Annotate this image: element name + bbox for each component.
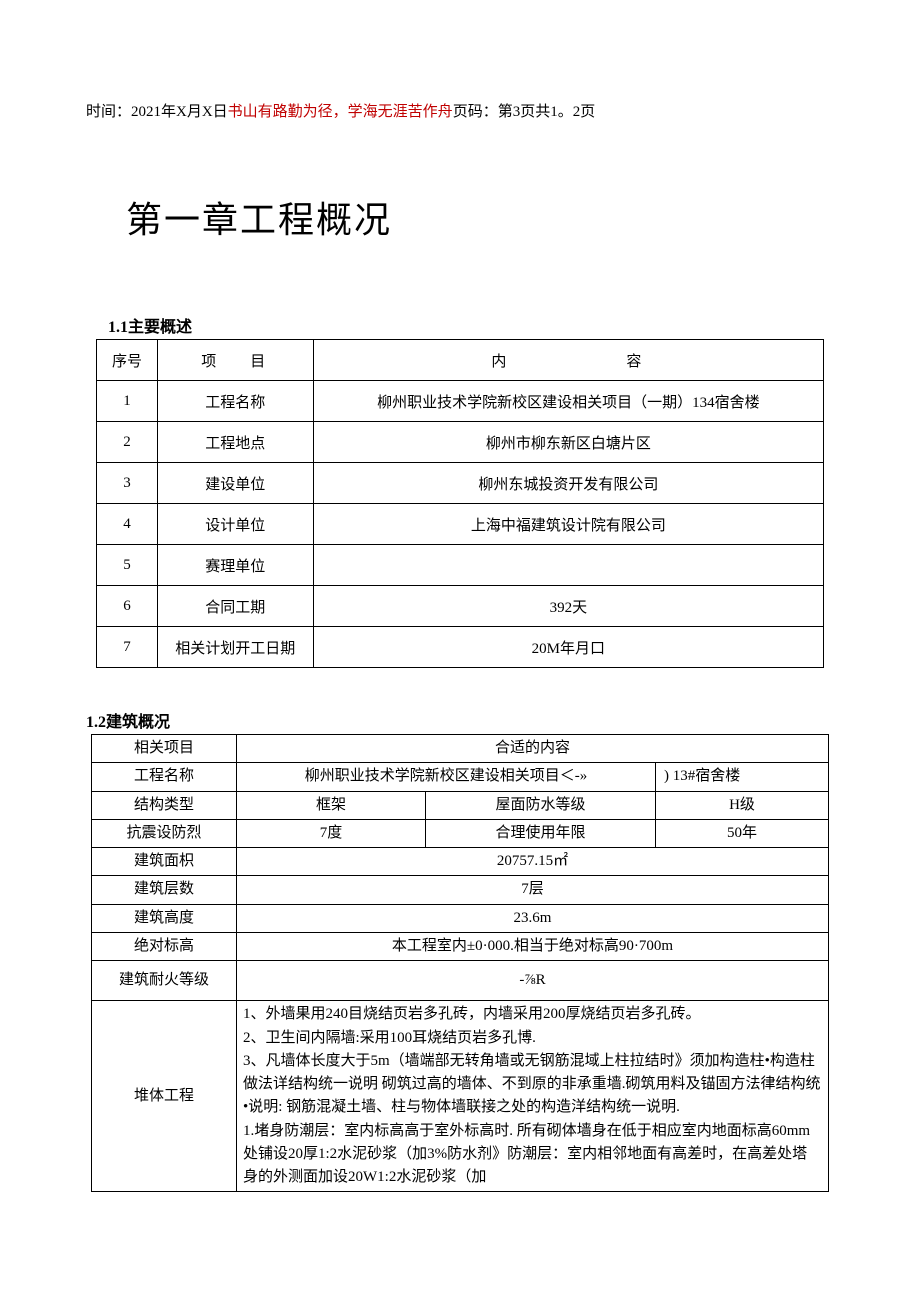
cell-seq: 2 xyxy=(97,422,158,463)
th-item: 项目 xyxy=(157,340,313,381)
cell-seq: 4 xyxy=(97,504,158,545)
table-row: 7 相关计划开工日期 20M年月口 xyxy=(97,627,824,668)
cell-key: 堆体工程 xyxy=(92,1001,237,1192)
table-row: 结构类型 框架 屋面防水等级 H级 xyxy=(92,791,829,819)
table-row: 5 赛理单位 xyxy=(97,545,824,586)
cell-seq: 5 xyxy=(97,545,158,586)
header-prefix: 时间：2021年X月X日 xyxy=(86,104,228,120)
cell-content: 上海中福建筑设计院有限公司 xyxy=(313,504,823,545)
cell-item: 赛理单位 xyxy=(157,545,313,586)
cell-seq: 1 xyxy=(97,381,158,422)
cell-key: 合理使用年限 xyxy=(426,819,656,847)
cell-key: 抗震设防烈 xyxy=(92,819,237,847)
th-seq: 序号 xyxy=(97,340,158,381)
table-row: 2 工程地点 柳州市柳东新区白塘片区 xyxy=(97,422,824,463)
th-content: 内容 xyxy=(313,340,823,381)
cell-content: 柳州东城投资开发有限公司 xyxy=(313,463,823,504)
cell-val: 本工程室内±0·000.相当于绝对标高90·700m xyxy=(237,932,829,960)
table-row: 相关项目 合适的内容 xyxy=(92,735,829,763)
cell-key: 建筑高度 xyxy=(92,904,237,932)
header-quote: 书山有路勤为径，学海无涯苦作舟 xyxy=(228,104,453,120)
table-row: 工程名称 柳州职业技术学院新校区建设相关项目＜-» ) 13#宿舍楼 xyxy=(92,763,829,791)
cell-item: 建设单位 xyxy=(157,463,313,504)
cell-val: 20757.15㎡ xyxy=(237,848,829,876)
cell-seq: 3 xyxy=(97,463,158,504)
cell-key: 结构类型 xyxy=(92,791,237,819)
table-row: 4 设计单位 上海中福建筑设计院有限公司 xyxy=(97,504,824,545)
table-row: 3 建设单位 柳州东城投资开发有限公司 xyxy=(97,463,824,504)
table-row: 堆体工程 1、外墙果用240目烧结页岩多孔砖，内墙采用200厚烧结页岩多孔砖。 … xyxy=(92,1001,829,1192)
table-row: 绝对标高 本工程室内±0·000.相当于绝对标高90·700m xyxy=(92,932,829,960)
cell-key: 屋面防水等级 xyxy=(426,791,656,819)
cell-key: 工程名称 xyxy=(92,763,237,791)
cell-key: 建筑面枳 xyxy=(92,848,237,876)
section-2-title: 1.2建筑概况 xyxy=(86,708,834,732)
cell-content: 柳州职业技术学院新校区建设相关项目（一期）134宿舍楼 xyxy=(313,381,823,422)
cell-item: 设计单位 xyxy=(157,504,313,545)
table-row: 1 工程名称 柳州职业技术学院新校区建设相关项目（一期）134宿舍楼 xyxy=(97,381,824,422)
header-line: 时间：2021年X月X日书山有路勤为径，学海无涯苦作舟页码：第3页共1。2页 xyxy=(86,100,834,121)
cell-item: 工程名称 xyxy=(157,381,313,422)
cell-content xyxy=(313,545,823,586)
cell-key: 建筑层数 xyxy=(92,876,237,904)
table-row: 建筑耐火等级 -⅞R xyxy=(92,961,829,1001)
th-key: 相关项目 xyxy=(92,735,237,763)
cell-key: 建筑耐火等级 xyxy=(92,961,237,1001)
table-row: 抗震设防烈 7度 合理使用年限 50年 xyxy=(92,819,829,847)
table-row: 建筑高度 23.6m xyxy=(92,904,829,932)
cell-val: ) 13#宿舍楼 xyxy=(656,763,829,791)
table-building-overview: 相关项目 合适的内容 工程名称 柳州职业技术学院新校区建设相关项目＜-» ) 1… xyxy=(91,734,829,1192)
cell-val: H级 xyxy=(656,791,829,819)
section-1-title: 1.1主要概述 xyxy=(108,313,834,337)
table-row: 建筑面枳 20757.15㎡ xyxy=(92,848,829,876)
cell-key: 绝对标高 xyxy=(92,932,237,960)
cell-val: -⅞R xyxy=(237,961,829,1001)
cell-item: 合同工期 xyxy=(157,586,313,627)
cell-val: 7层 xyxy=(237,876,829,904)
cell-seq: 7 xyxy=(97,627,158,668)
th-val: 合适的内容 xyxy=(237,735,829,763)
header-suffix: 页码：第3页共1。2页 xyxy=(453,104,596,120)
cell-item: 相关计划开工日期 xyxy=(157,627,313,668)
table-row: 6 合同工期 392天 xyxy=(97,586,824,627)
cell-content: 392天 xyxy=(313,586,823,627)
cell-val: 23.6m xyxy=(237,904,829,932)
cell-val: 1、外墙果用240目烧结页岩多孔砖，内墙采用200厚烧结页岩多孔砖。 2、卫生间… xyxy=(237,1001,829,1192)
cell-val: 50年 xyxy=(656,819,829,847)
cell-val: 框架 xyxy=(237,791,426,819)
cell-content: 柳州市柳东新区白塘片区 xyxy=(313,422,823,463)
chapter-title: 第一章工程概况 xyxy=(126,191,834,243)
cell-seq: 6 xyxy=(97,586,158,627)
document-page: 时间：2021年X月X日书山有路勤为径，学海无涯苦作舟页码：第3页共1。2页 第… xyxy=(0,0,920,1252)
table-row: 建筑层数 7层 xyxy=(92,876,829,904)
cell-val: 7度 xyxy=(237,819,426,847)
table-overview: 序号 项目 内容 1 工程名称 柳州职业技术学院新校区建设相关项目（一期）134… xyxy=(96,339,824,668)
cell-content: 20M年月口 xyxy=(313,627,823,668)
cell-val: 柳州职业技术学院新校区建设相关项目＜-» xyxy=(237,763,656,791)
cell-item: 工程地点 xyxy=(157,422,313,463)
table-row: 序号 项目 内容 xyxy=(97,340,824,381)
